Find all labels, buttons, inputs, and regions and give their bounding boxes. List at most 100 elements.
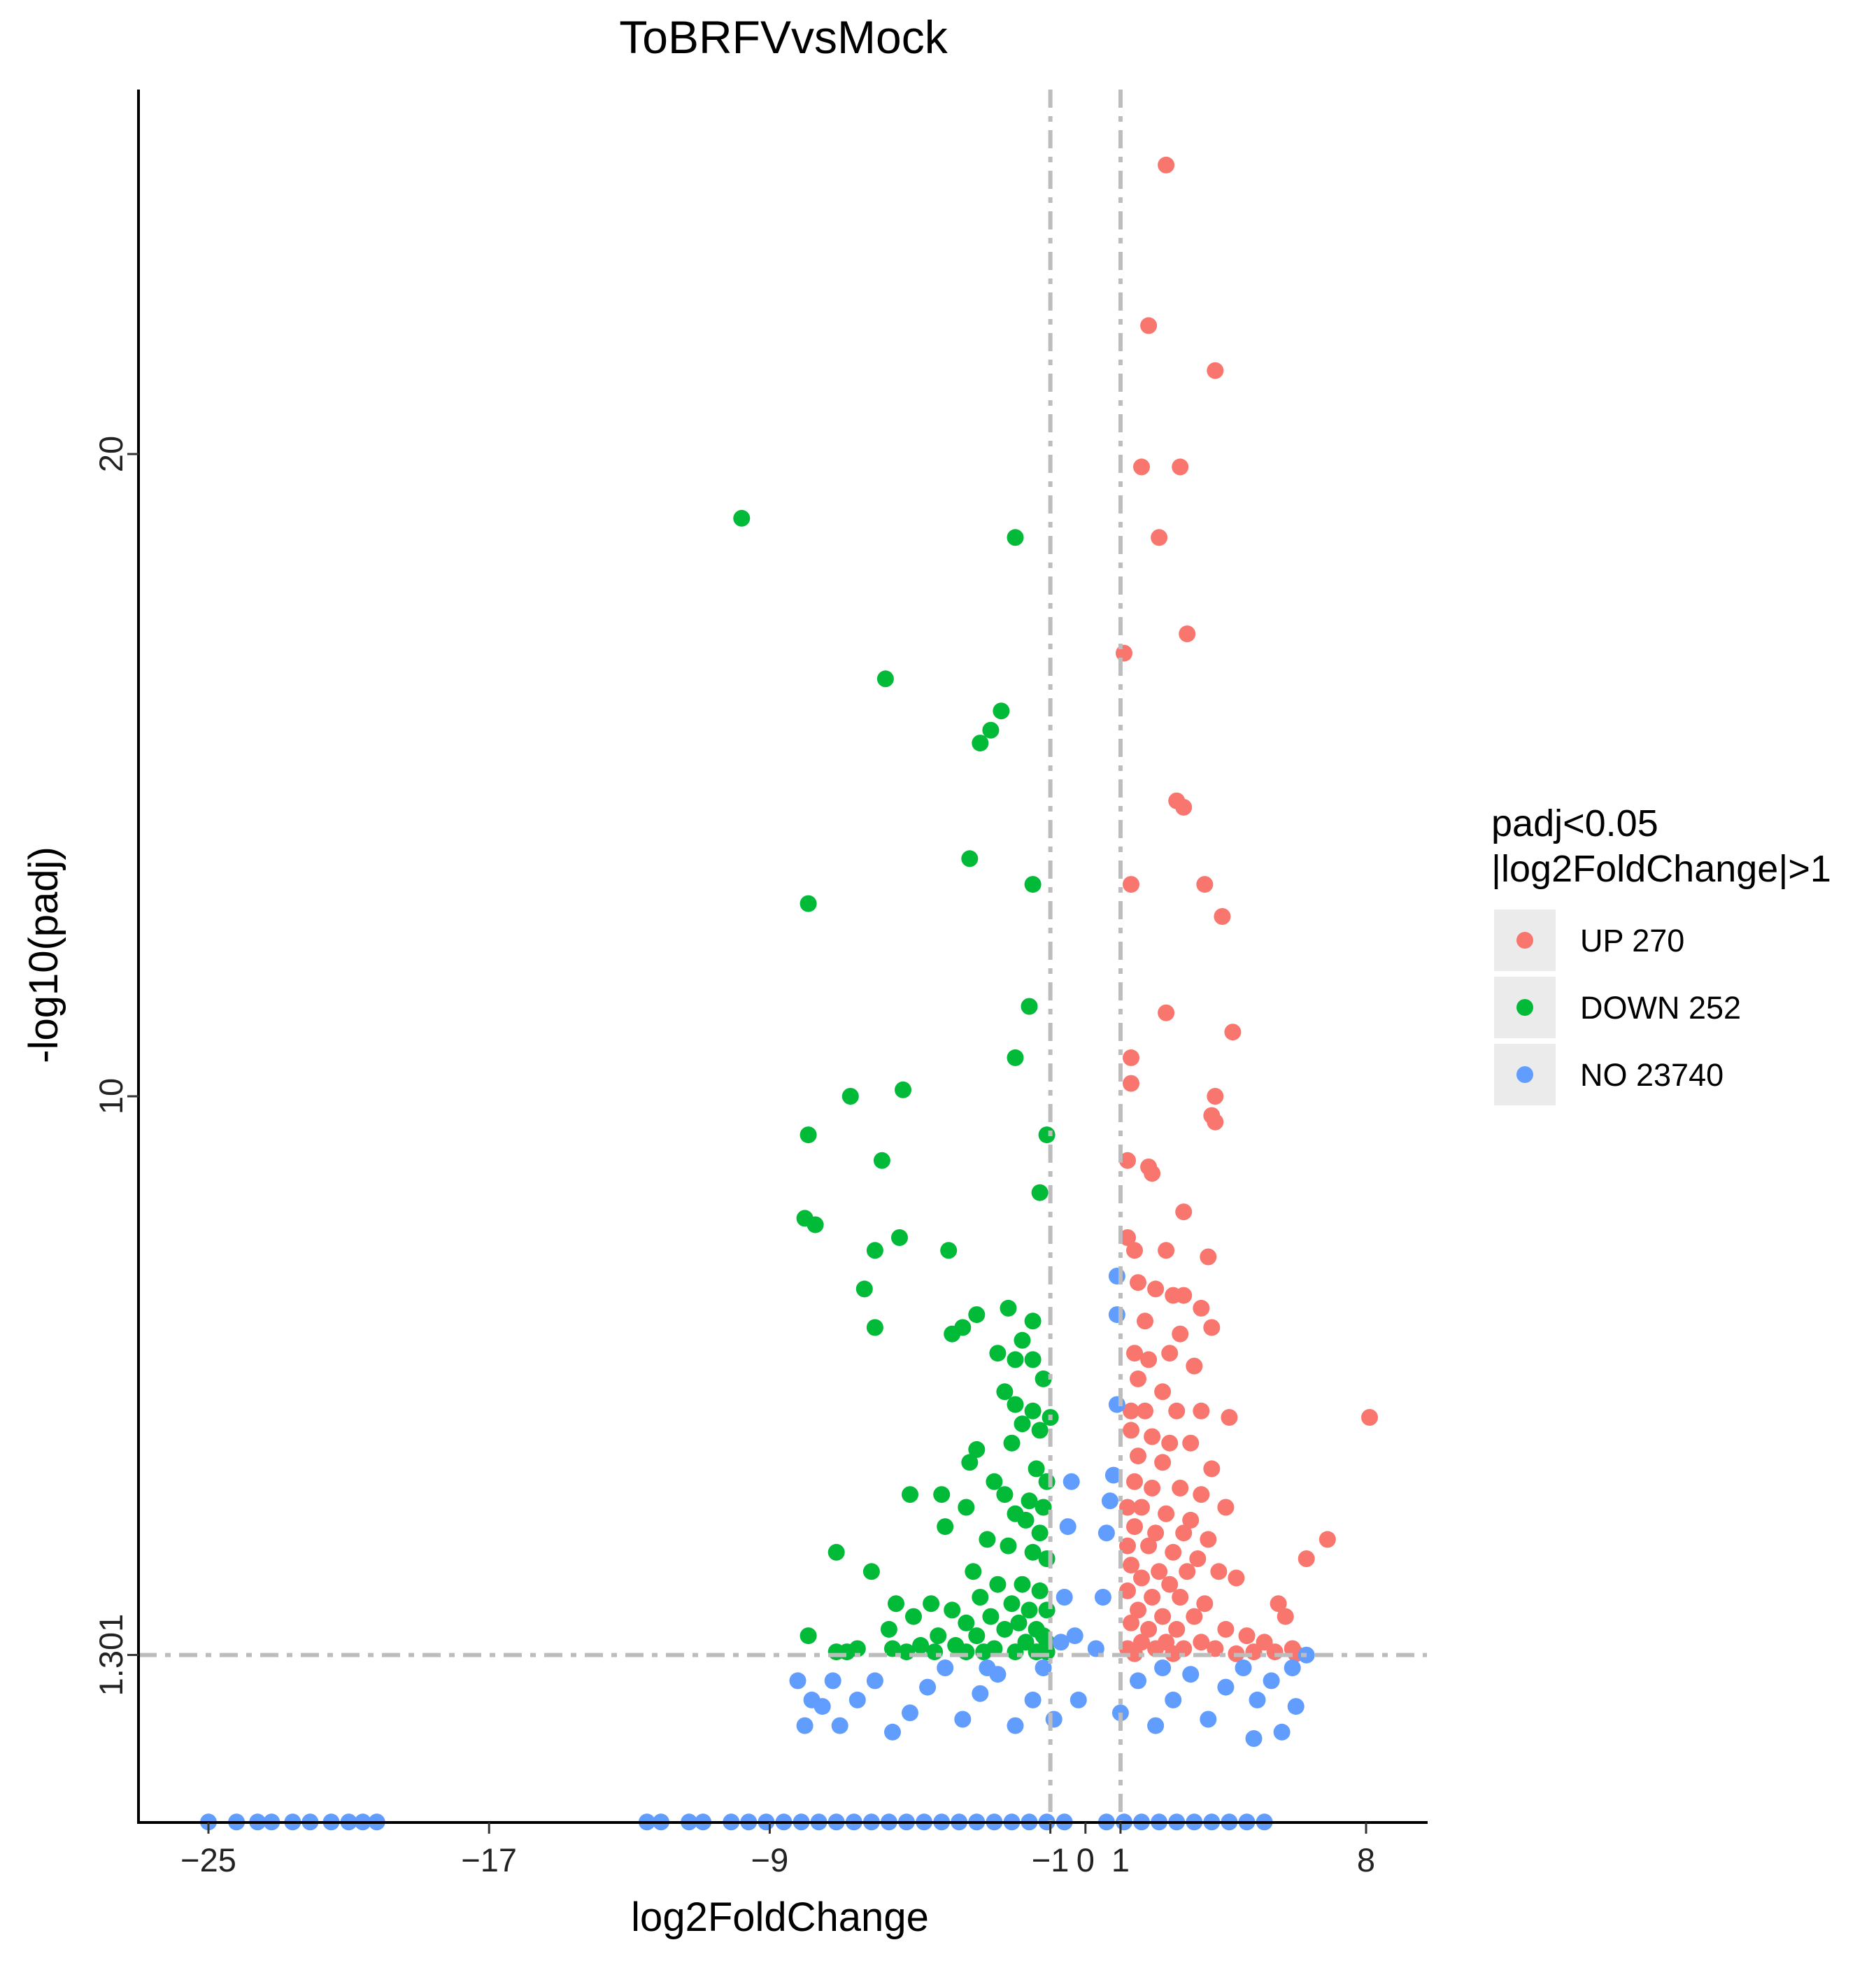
point-down-5 <box>972 735 989 752</box>
point-down-33 <box>1035 1370 1052 1387</box>
point-down-87 <box>884 1640 901 1657</box>
point-down-64 <box>1014 1576 1031 1593</box>
point-up-9 <box>1175 798 1193 816</box>
point-no-75 <box>1130 1672 1146 1690</box>
point-no-49 <box>884 1723 901 1741</box>
point-up-62 <box>1182 1511 1200 1529</box>
legend-swatch-down <box>1516 999 1533 1016</box>
point-no-46 <box>831 1717 848 1734</box>
point-down-98 <box>975 1643 993 1661</box>
y-tick-label-1: 10 <box>92 1078 129 1114</box>
point-down-25 <box>1024 1312 1042 1330</box>
point-down-31 <box>1007 1351 1024 1368</box>
point-no-54 <box>972 1685 989 1702</box>
x-tick-label-0: −25 <box>180 1841 236 1878</box>
point-down-96 <box>926 1643 944 1661</box>
point-no-71 <box>1108 1268 1125 1284</box>
legend: padj<0.05 |log2FoldChange|>1 UP 270 DOWN… <box>1491 802 1831 1105</box>
x-tick-label-4: 0 <box>1076 1841 1095 1878</box>
point-up-13 <box>1158 1004 1175 1021</box>
point-up-45 <box>1193 1402 1210 1420</box>
point-down-74 <box>1010 1614 1028 1631</box>
point-down-48 <box>996 1486 1014 1503</box>
point-no-88 <box>803 1691 820 1708</box>
point-up-35 <box>1203 1319 1221 1336</box>
point-down-57 <box>1000 1537 1017 1555</box>
point-down-3 <box>993 702 1010 720</box>
point-up-73 <box>1298 1550 1315 1567</box>
point-down-38 <box>1014 1415 1031 1433</box>
legend-swatch-no <box>1516 1066 1533 1083</box>
point-down-97 <box>958 1643 975 1661</box>
legend-label-no: NO 23740 <box>1580 1057 1724 1093</box>
point-up-71 <box>1165 1543 1182 1561</box>
point-down-32 <box>1024 1351 1042 1368</box>
point-down-30 <box>989 1345 1007 1362</box>
point-down-13 <box>800 1126 817 1144</box>
point-down-39 <box>1031 1422 1049 1439</box>
point-down-65 <box>1031 1582 1049 1599</box>
point-up-68 <box>1319 1531 1336 1548</box>
point-no-69 <box>1104 1466 1122 1484</box>
point-down-15 <box>873 1152 890 1169</box>
point-up-83 <box>1172 1589 1189 1606</box>
point-no-60 <box>1052 1634 1070 1651</box>
point-no-85 <box>1284 1659 1301 1676</box>
point-up-67 <box>1200 1531 1217 1548</box>
point-no-77 <box>1165 1691 1182 1708</box>
x-tick-label-2: −9 <box>751 1841 789 1878</box>
point-down-36 <box>1024 1402 1042 1420</box>
point-no-58 <box>1035 1659 1052 1676</box>
point-up-46 <box>1221 1409 1238 1426</box>
point-down-99 <box>1038 1643 1056 1661</box>
point-down-10 <box>1007 1049 1024 1066</box>
point-down-26 <box>866 1319 883 1336</box>
point-down-50 <box>1035 1499 1052 1516</box>
point-up-42 <box>1123 1402 1139 1420</box>
point-up-23 <box>1175 1203 1193 1221</box>
point-up-26 <box>1158 1242 1175 1259</box>
point-up-0 <box>1158 156 1175 174</box>
point-down-21 <box>940 1242 958 1259</box>
x-tick-label-6: 8 <box>1357 1841 1375 1878</box>
point-down-88 <box>912 1636 930 1654</box>
point-up-11 <box>1196 876 1214 893</box>
point-up-37 <box>1161 1345 1179 1362</box>
legend-item-down: DOWN 252 <box>1494 977 1741 1038</box>
point-down-73 <box>982 1608 1000 1625</box>
x-axis-label: log2FoldChange <box>631 1895 929 1940</box>
point-up-75 <box>1151 1563 1168 1580</box>
point-no-53 <box>954 1711 972 1728</box>
legend-label-down: DOWN 252 <box>1580 990 1741 1026</box>
point-up-106 <box>1126 1645 1143 1662</box>
point-up-58 <box>1193 1486 1210 1503</box>
point-down-69 <box>1038 1601 1056 1619</box>
point-up-25 <box>1126 1242 1143 1259</box>
legend-item-no: NO 23740 <box>1494 1044 1724 1105</box>
point-up-6 <box>1179 625 1196 642</box>
point-up-79 <box>1161 1576 1179 1593</box>
point-up-4 <box>1172 458 1189 476</box>
point-up-55 <box>1126 1473 1143 1490</box>
point-no-72 <box>1108 1396 1125 1413</box>
point-up-104 <box>1245 1643 1263 1661</box>
point-no-50 <box>902 1704 918 1722</box>
point-down-2 <box>876 670 894 688</box>
point-down-80 <box>880 1620 897 1638</box>
point-up-93 <box>1217 1620 1235 1638</box>
legend-item-up: UP 270 <box>1494 909 1684 971</box>
point-down-66 <box>972 1589 989 1606</box>
point-no-80 <box>1217 1678 1235 1696</box>
point-up-72 <box>1189 1550 1207 1567</box>
point-up-107 <box>1165 1645 1182 1662</box>
point-up-91 <box>1140 1620 1158 1638</box>
point-no-52 <box>937 1659 954 1676</box>
point-up-86 <box>1130 1601 1146 1619</box>
point-up-33 <box>1137 1312 1153 1330</box>
point-up-15 <box>1123 1049 1139 1066</box>
point-down-18 <box>806 1216 824 1233</box>
point-up-29 <box>1147 1280 1165 1298</box>
point-no-56 <box>1007 1717 1024 1734</box>
point-up-47 <box>1361 1409 1378 1426</box>
point-no-62 <box>1059 1518 1076 1536</box>
